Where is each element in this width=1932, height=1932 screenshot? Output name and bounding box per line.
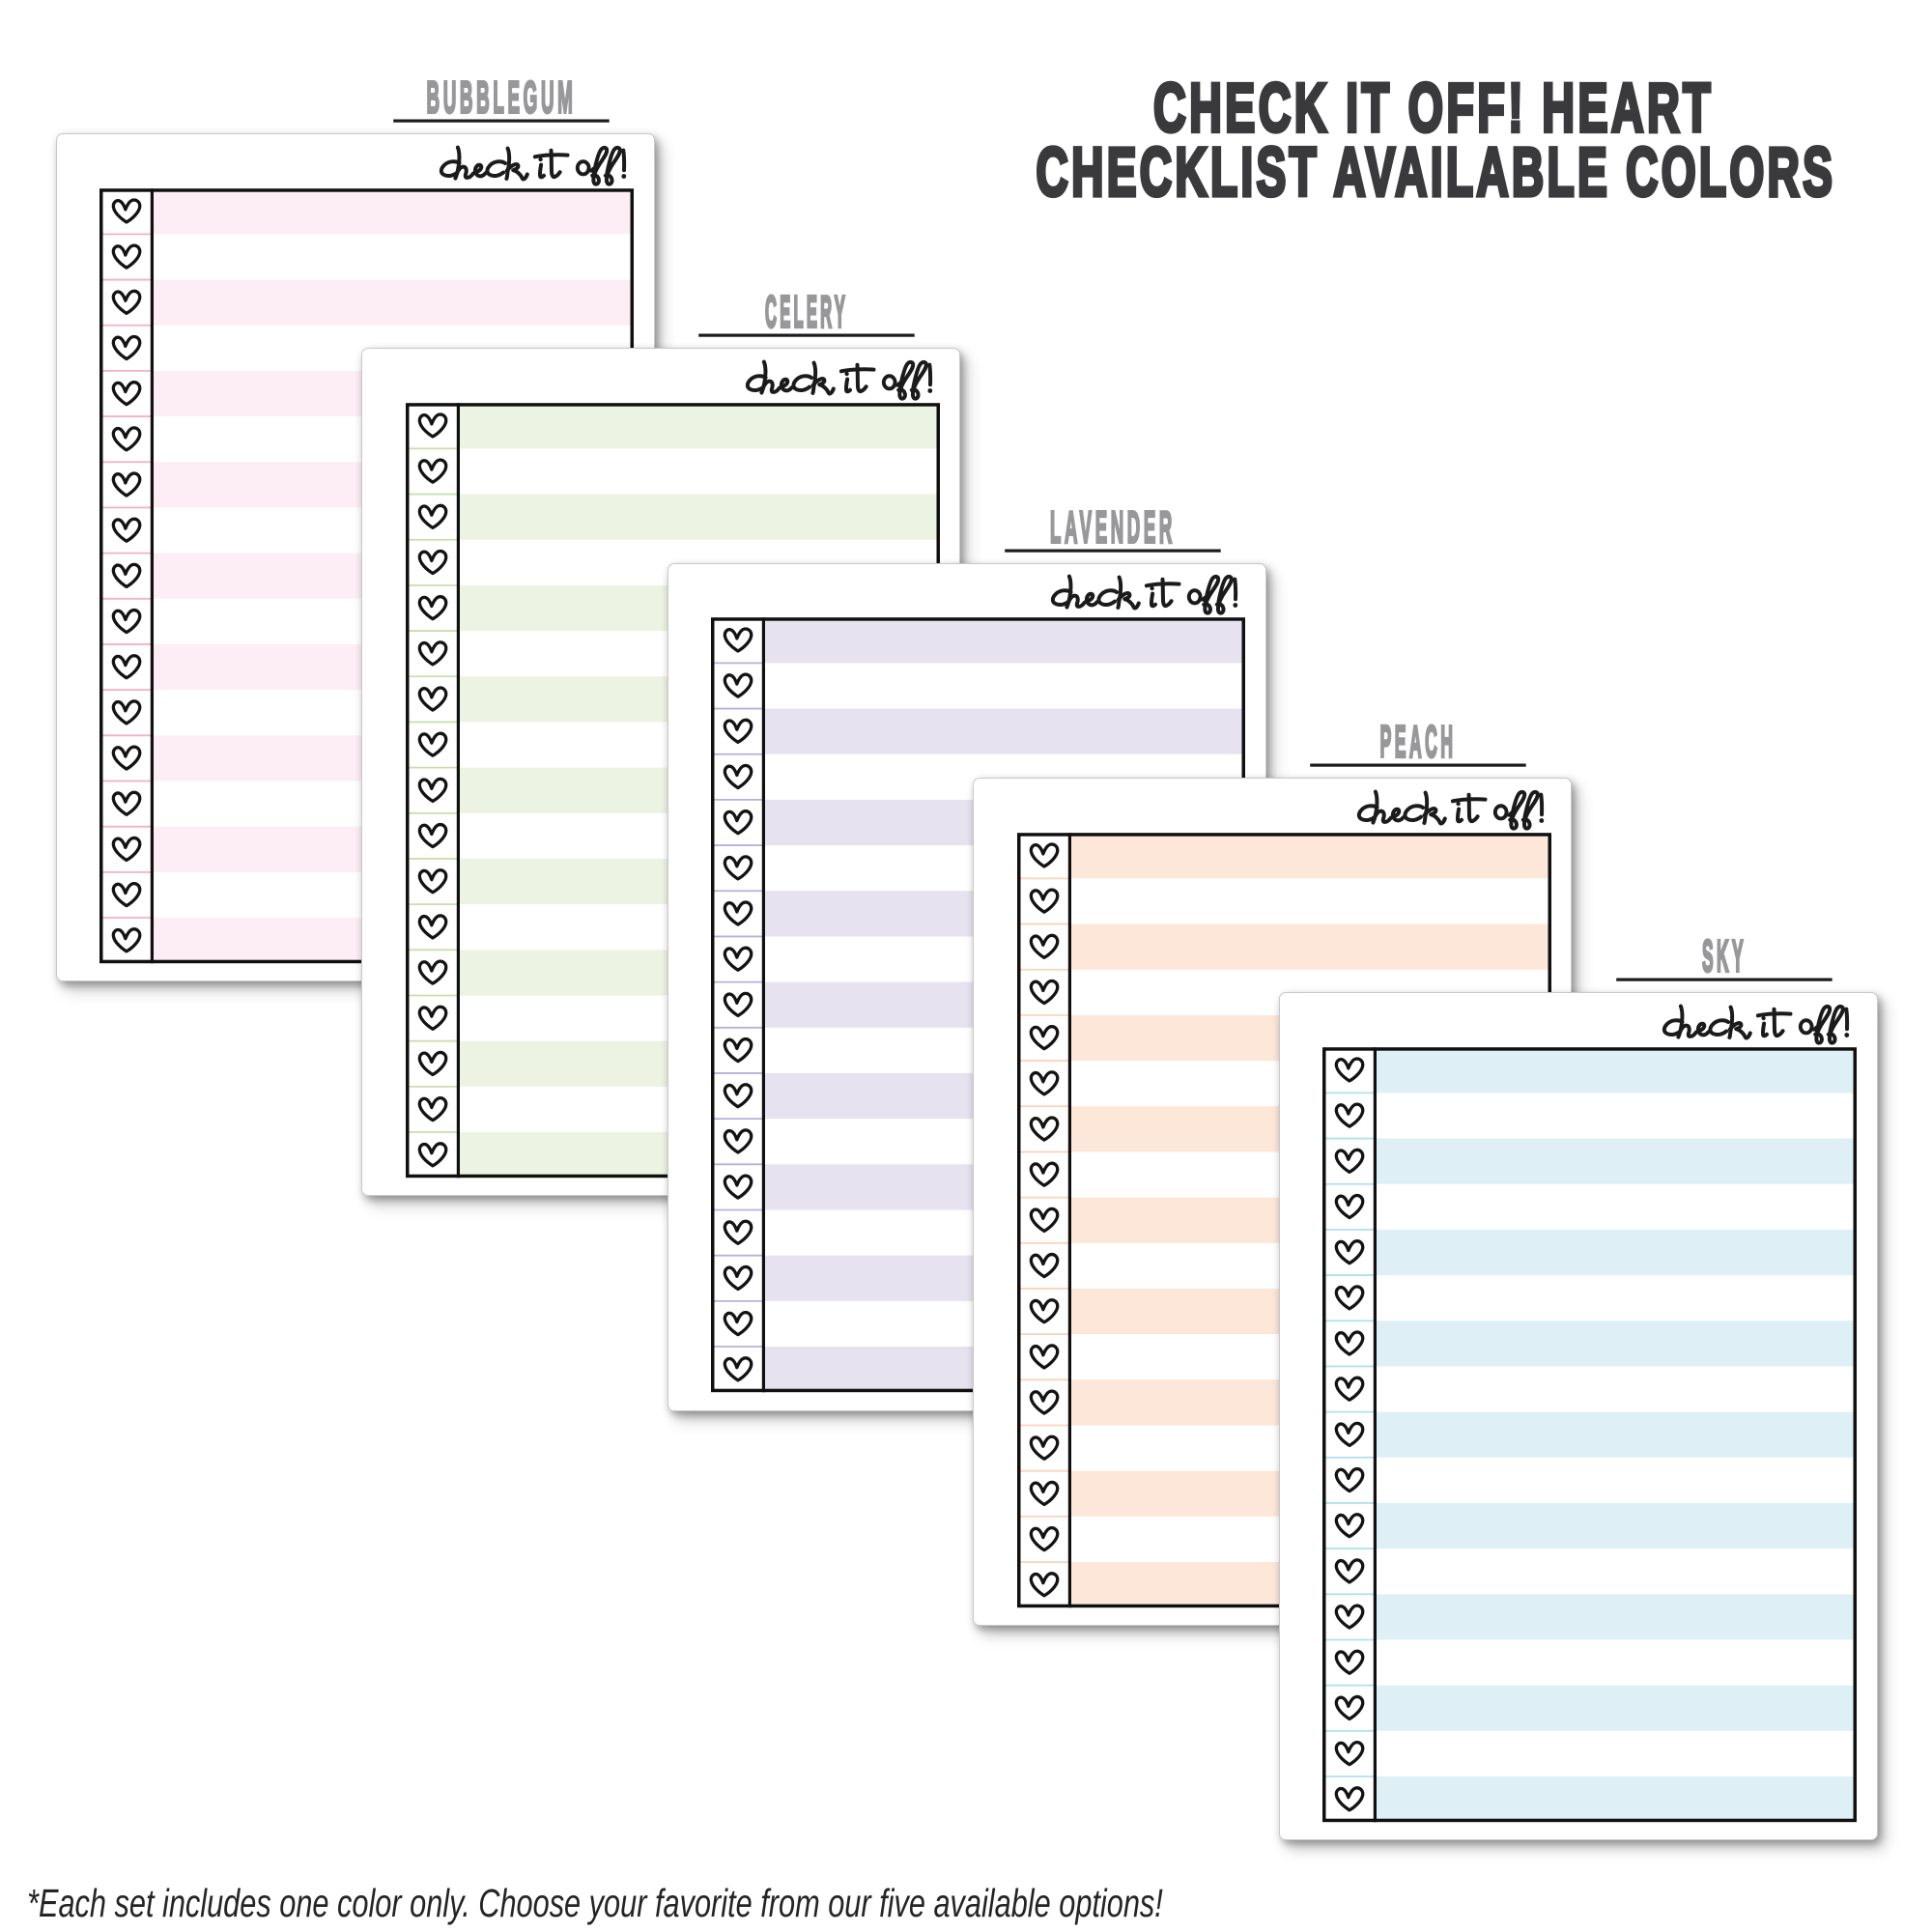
svg-text:CHECKLIST AVAILABLE COLORS: CHECKLIST AVAILABLE COLORS (1037, 133, 1836, 210)
svg-text:BUBBLEGUM: BUBBLEGUM (426, 72, 576, 123)
svg-text:PEACH: PEACH (1380, 718, 1457, 768)
svg-text:SKY: SKY (1702, 932, 1747, 982)
svg-text:*Each set includes one color o: *Each set includes one color only. Choos… (27, 1881, 1163, 1925)
svg-text:CHECK IT OFF! HEART: CHECK IT OFF! HEART (1153, 70, 1714, 146)
svg-text:LAVENDER: LAVENDER (1050, 501, 1176, 553)
svg-text:CELERY: CELERY (765, 288, 848, 338)
